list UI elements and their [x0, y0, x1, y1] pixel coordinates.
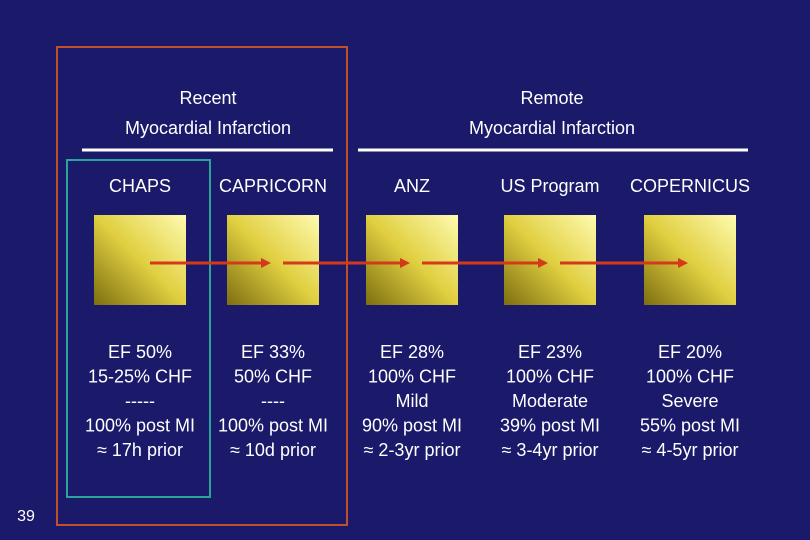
column-line: 100% CHF — [368, 367, 456, 387]
group-title: Myocardial Infarction — [125, 118, 291, 138]
column-line: 100% CHF — [646, 367, 734, 387]
column-header: ANZ — [394, 176, 430, 196]
column-line: EF 33% — [241, 342, 305, 362]
column-line: EF 20% — [658, 342, 722, 362]
column-header: CAPRICORN — [219, 176, 327, 196]
column-line: EF 28% — [380, 342, 444, 362]
column-line: Severe — [661, 391, 718, 411]
column-line: 50% CHF — [234, 367, 312, 387]
column-line: 15-25% CHF — [88, 367, 192, 387]
column-line: ≈ 17h prior — [97, 440, 183, 460]
gradient-box — [504, 215, 596, 305]
gradient-box — [94, 215, 186, 305]
column-line: 100% post MI — [218, 416, 328, 436]
column-line: ≈ 4-5yr prior — [642, 440, 739, 460]
arrow-head — [261, 258, 271, 268]
gradient-box — [227, 215, 319, 305]
gradient-box — [366, 215, 458, 305]
column-line: 90% post MI — [362, 416, 462, 436]
column-line: 100% post MI — [85, 416, 195, 436]
group-title: Myocardial Infarction — [469, 118, 635, 138]
column-line: ≈ 2-3yr prior — [364, 440, 461, 460]
chaps-frame — [66, 159, 211, 498]
column-line: ----- — [125, 391, 155, 411]
column-line: EF 50% — [108, 342, 172, 362]
column-header: CHAPS — [109, 176, 171, 196]
column-line: 39% post MI — [500, 416, 600, 436]
column-header: COPERNICUS — [630, 176, 750, 196]
column-line: 55% post MI — [640, 416, 740, 436]
arrow-head — [678, 258, 688, 268]
arrow-head — [400, 258, 410, 268]
column-line: EF 23% — [518, 342, 582, 362]
page-number: 39 — [17, 508, 35, 525]
arrow-head — [538, 258, 548, 268]
column-header: US Program — [500, 176, 599, 196]
column-line: 100% CHF — [506, 367, 594, 387]
column-line: Mild — [395, 391, 428, 411]
column-line: ≈ 3-4yr prior — [502, 440, 599, 460]
group-title: Remote — [520, 88, 583, 108]
column-line: Moderate — [512, 391, 588, 411]
group-title: Recent — [179, 88, 236, 108]
column-line: ≈ 10d prior — [230, 440, 316, 460]
gradient-box — [644, 215, 736, 305]
column-line: ---- — [261, 391, 285, 411]
recent-frame — [56, 46, 348, 526]
